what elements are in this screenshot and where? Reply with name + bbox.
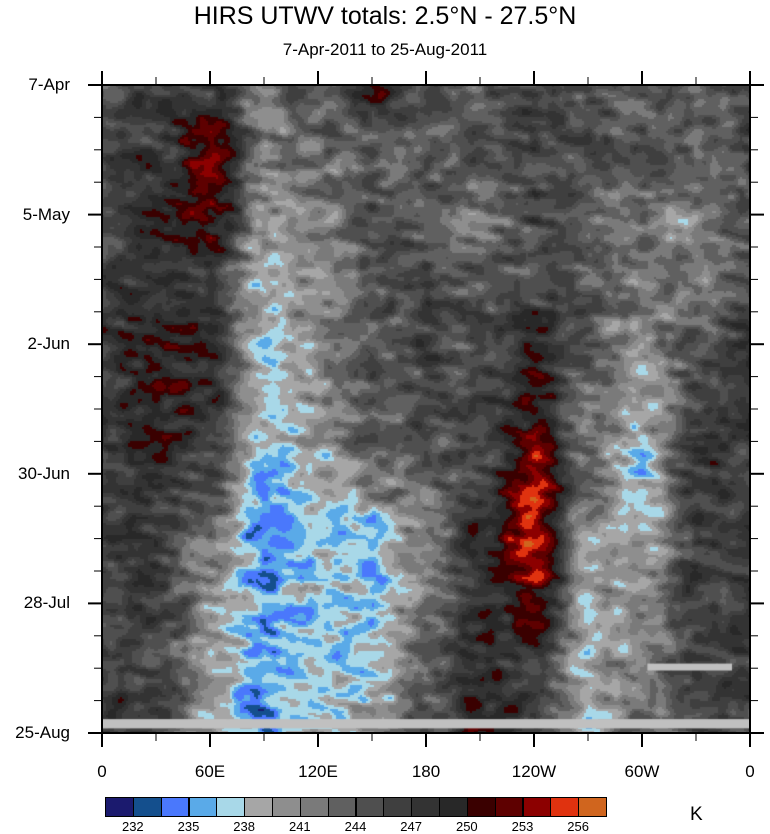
x-tick-label: 120E — [298, 762, 338, 781]
colorbar-swatch — [188, 797, 218, 817]
colorbar-swatch — [132, 797, 162, 817]
colorbar-swatch — [550, 797, 580, 817]
colorbar-swatch — [327, 797, 357, 817]
colorbar-swatch — [244, 797, 273, 817]
y-tick-label: 30-Jun — [18, 463, 70, 483]
chart-title: HIRS UTWV totals: 2.5°N - 27.5°N — [193, 2, 577, 30]
y-tick-label: 5-May — [22, 204, 70, 224]
y-tick-label: 2-Jun — [27, 334, 70, 354]
x-tick-label: 0 — [97, 762, 107, 781]
colorbar-swatch — [466, 797, 496, 817]
colorbar-label: 247 — [400, 819, 423, 834]
y-tick-label: 7-Apr — [28, 75, 70, 94]
colorbar-label: 238 — [233, 819, 256, 834]
colorbar-label: 235 — [177, 819, 200, 834]
x-tick-label: 180 — [411, 762, 441, 781]
colorbar-swatch — [439, 797, 468, 817]
colorbar-swatch — [272, 797, 301, 817]
colorbar-swatch — [411, 797, 440, 817]
colorbar-swatch — [383, 797, 413, 817]
colorbar-swatch — [216, 797, 246, 817]
colorbar-units: K — [690, 804, 703, 825]
colorbar-swatch — [494, 797, 524, 817]
colorbar-label: 244 — [344, 819, 367, 834]
colorbar-swatch — [160, 797, 190, 817]
y-tick-label: 25-Aug — [15, 723, 70, 742]
colorbar-swatch — [355, 797, 385, 817]
plot-frame — [101, 84, 751, 734]
colorbar-label: 241 — [288, 819, 311, 834]
colorbar-label: 250 — [455, 819, 478, 834]
x-tick-label: 60E — [194, 762, 226, 781]
x-tick-label: 120W — [511, 762, 557, 781]
colorbar-swatch — [578, 797, 607, 817]
hovmoller-field — [102, 85, 750, 733]
colorbar-swatch — [299, 797, 329, 817]
colorbar-label: 232 — [121, 819, 144, 834]
x-tick-label: 0 — [745, 762, 755, 781]
colorbar-label: 253 — [511, 819, 534, 834]
colorbar-swatch — [522, 797, 552, 817]
y-tick-label: 28-Jul — [23, 593, 70, 613]
colorbar-label: 256 — [567, 819, 590, 834]
chart-subtitle: 7-Apr-2011 to 25-Aug-2011 — [282, 40, 488, 59]
colorbar-swatch — [105, 797, 134, 817]
x-tick-label: 60W — [624, 762, 660, 781]
